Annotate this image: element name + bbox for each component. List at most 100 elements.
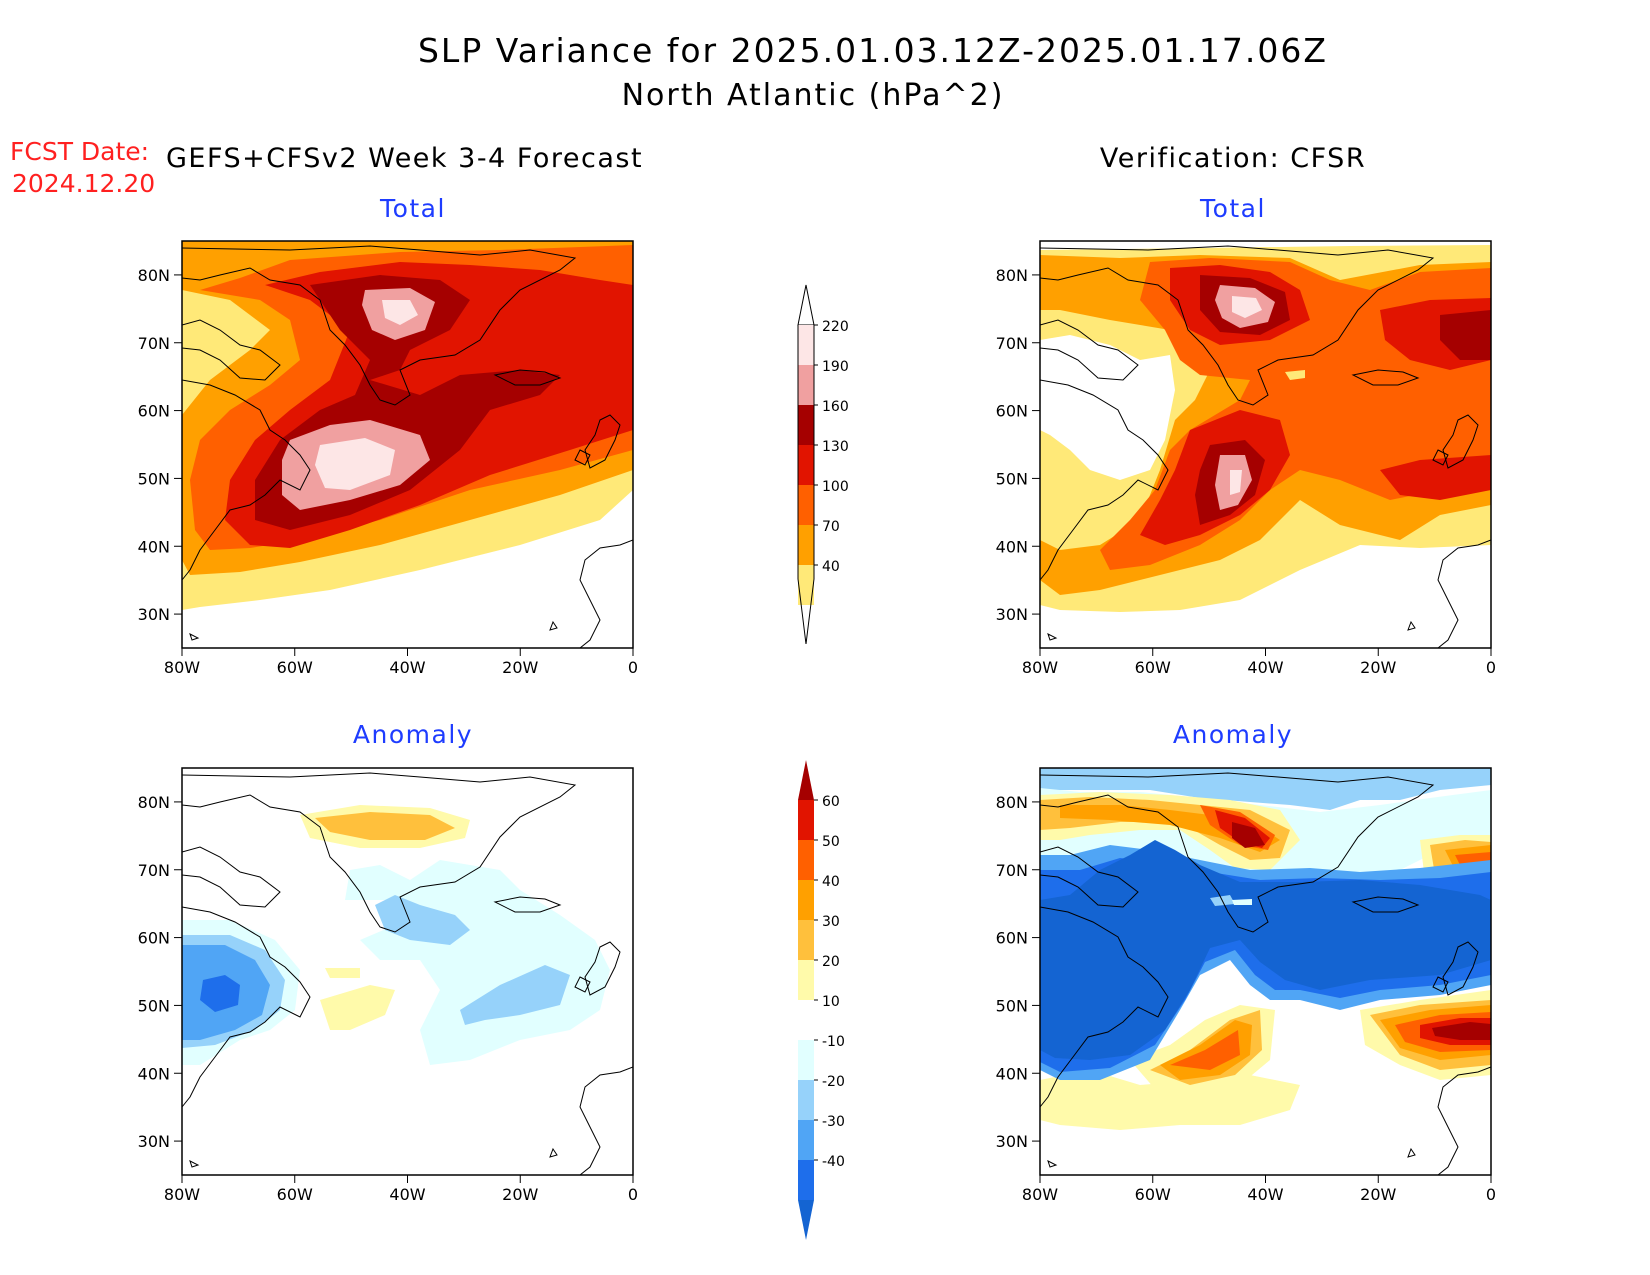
panel-title-fcst-total: Total <box>379 194 446 223</box>
lon-tick-label: 0 <box>628 658 638 677</box>
lon-tick-label: 20W <box>1360 658 1396 677</box>
lon-tick-label: 80W <box>1022 658 1058 677</box>
lat-tick-label: 70N <box>138 861 170 880</box>
map-panel-obs-total: 80N 70N 60N 50N 40N 30N 80W 60W 40W 20W 0 <box>996 240 1496 677</box>
coastlines-fcst-anom <box>182 772 633 1175</box>
lon-tick-label: 40W <box>1247 658 1283 677</box>
lon-tick-label: 20W <box>502 1185 538 1204</box>
colorbar-label: -40 <box>822 1154 845 1170</box>
coastlines-fcst-total <box>182 245 633 648</box>
lon-tick-label: 80W <box>1022 1185 1058 1204</box>
contour-level <box>1232 822 1491 1040</box>
colorbar-swatch <box>798 1040 814 1080</box>
lon-tick-label: 60W <box>1135 658 1171 677</box>
lat-tick-label: 50N <box>996 469 1028 488</box>
lat-tick-label: 70N <box>996 334 1028 353</box>
lon-tick-label: 60W <box>277 1185 313 1204</box>
lon-tick-label: 0 <box>628 1185 638 1204</box>
lon-tick-label: 40W <box>389 658 425 677</box>
lat-tick-label: 80N <box>138 793 170 812</box>
contour-level <box>200 975 240 1012</box>
lon-ticks-fcst-anom: 80W 60W 40W 20W 0 <box>164 1175 638 1204</box>
lon-tick-label: 0 <box>1486 658 1496 677</box>
coastlines-obs-anom <box>1040 772 1491 1175</box>
colorbar-label: 160 <box>822 399 849 415</box>
lat-tick-label: 40N <box>138 1064 170 1083</box>
panel-title-fcst-anom: Anomaly <box>353 720 473 749</box>
lon-tick-label: 0 <box>1486 1185 1496 1204</box>
lat-tick-label: 80N <box>996 793 1028 812</box>
map-panel-obs-anom: 80N 70N 60N 50N 40N 30N 80W 60W 40W 20W 0 <box>996 767 1496 1204</box>
colorbar-label: 30 <box>822 914 840 930</box>
lat-tick-label: 50N <box>138 996 170 1015</box>
colorbar-swatch <box>798 325 814 365</box>
lat-tick-label: 40N <box>138 537 170 556</box>
lat-tick-label: 40N <box>996 1064 1028 1083</box>
contour-level <box>1230 296 1262 495</box>
contour-level <box>1285 370 1305 380</box>
lon-ticks-fcst-total: 80W 60W 40W 20W 0 <box>164 648 638 677</box>
colorbar-label: 130 <box>822 439 849 455</box>
contour-level <box>1040 768 1491 810</box>
panel-title-obs-anom: Anomaly <box>1173 720 1293 749</box>
fcst-date-value: 2024.12.20 <box>12 169 155 198</box>
lat-ticks-obs-total: 80N 70N 60N 50N 40N 30N <box>996 266 1040 624</box>
colorbar-label: 40 <box>822 559 840 575</box>
lat-ticks-fcst-total: 80N 70N 60N 50N 40N 30N <box>138 266 182 624</box>
figure-title-line1: SLP Variance for 2025.01.03.12Z-2025.01.… <box>418 31 1328 70</box>
colorbar-swatch <box>798 920 814 960</box>
right-column-title: Verification: CFSR <box>1100 143 1366 174</box>
lat-tick-label: 30N <box>996 605 1028 624</box>
colorbar-label: 70 <box>822 519 840 535</box>
lat-tick-label: 30N <box>138 605 170 624</box>
colorbar-swatch <box>798 1080 814 1120</box>
lat-ticks-fcst-anom: 80N 70N 60N 50N 40N 30N <box>138 793 182 1151</box>
contour-level <box>1232 899 1252 905</box>
colorbar-label: 190 <box>822 359 849 375</box>
colorbar-swatch <box>798 405 814 445</box>
lat-tick-label: 60N <box>996 402 1028 421</box>
lon-tick-label: 40W <box>389 1185 425 1204</box>
colorbar-swatch <box>798 485 814 525</box>
colorbar-swatch <box>798 565 814 605</box>
contour-level <box>1060 805 1491 1080</box>
lat-tick-label: 40N <box>996 537 1028 556</box>
colorbar-extend-bottom <box>798 1200 814 1240</box>
lat-tick-label: 60N <box>138 929 170 948</box>
colorbar-label: 10 <box>822 994 840 1010</box>
lat-ticks-obs-anom: 80N 70N 60N 50N 40N 30N <box>996 793 1040 1151</box>
lon-tick-label: 80W <box>164 658 200 677</box>
contour-fill-obs-total <box>1040 241 1491 648</box>
lat-tick-label: 60N <box>996 929 1028 948</box>
contour-level <box>182 895 570 1048</box>
figure-title-line2: North Atlantic (hPa^2) <box>622 78 1005 113</box>
contour-level <box>1040 335 1175 480</box>
colorbar-swatch <box>798 525 814 565</box>
colorbar-swatch <box>798 365 814 405</box>
colorbar-swatch <box>798 840 814 880</box>
map-panel-fcst-total: 80N 70N 60N 50N 40N 30N 80W 60W 40W 20W 0 <box>138 240 638 677</box>
contour-level <box>315 300 418 490</box>
lat-tick-label: 60N <box>138 402 170 421</box>
colorbar-swatch <box>798 880 814 920</box>
contour-fill-fcst-total <box>182 241 633 648</box>
lon-tick-label: 20W <box>1360 1185 1396 1204</box>
colorbar-label: -10 <box>822 1034 845 1050</box>
colorbar-extend-bottom <box>797 578 815 645</box>
lat-tick-label: 70N <box>138 334 170 353</box>
colorbar-label: 40 <box>822 874 840 890</box>
lat-tick-label: 30N <box>996 1132 1028 1151</box>
lat-tick-label: 30N <box>138 1132 170 1151</box>
lon-tick-label: 20W <box>502 658 538 677</box>
contour-fill-fcst-anom <box>182 768 633 1175</box>
colorbar-swatch <box>798 960 814 1000</box>
colorbar-label: 60 <box>822 794 840 810</box>
panel-title-obs-total: Total <box>1199 194 1266 223</box>
lon-tick-label: 60W <box>277 658 313 677</box>
coastlines-obs-total <box>1040 245 1491 648</box>
contour-level <box>300 805 470 1030</box>
lon-tick-label: 80W <box>164 1185 200 1204</box>
lat-tick-label: 50N <box>996 996 1028 1015</box>
colorbar-swatch <box>798 1160 814 1200</box>
fcst-date-label: FCST Date: <box>10 137 149 166</box>
